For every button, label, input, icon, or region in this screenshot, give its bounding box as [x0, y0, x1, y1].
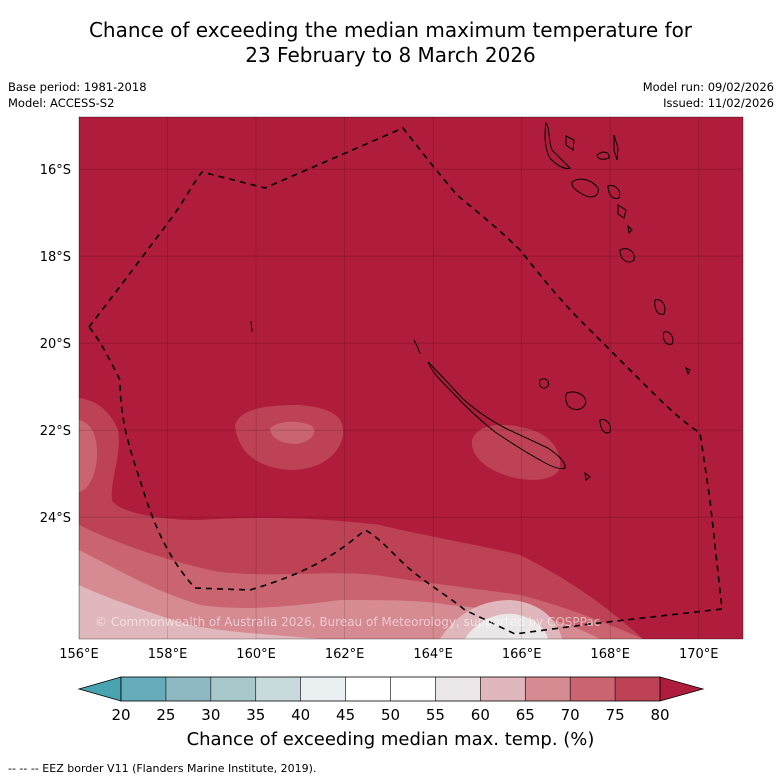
vanuatu-isle-2 [596, 151, 610, 160]
colorbar-tick-label: 60 [471, 706, 490, 724]
colorbar-tick-label: 70 [561, 706, 580, 724]
ouvea [539, 378, 549, 389]
erromango [654, 299, 666, 315]
lon-tick-label: 168°E [590, 647, 630, 662]
malakula [571, 178, 599, 198]
new-caledonia [427, 361, 566, 469]
chart-title: Chance of exceeding the median maximum t… [0, 18, 781, 68]
efate [619, 248, 635, 263]
espiritu-santo [544, 121, 571, 169]
contour-75-nc [471, 424, 561, 480]
epi [617, 204, 627, 219]
colorbar-swatch [165, 677, 211, 701]
colorbar-swatch [525, 677, 571, 701]
lon-tick-label: 160°E [236, 647, 276, 662]
base-period: Base period: 1981-2018 [8, 80, 147, 94]
colorbar-tick-label: 50 [381, 706, 400, 724]
colorbar-under-arrow [77, 676, 122, 702]
model-name: Model: ACCESS-S2 [8, 96, 115, 110]
copyright-notice: © Commonwealth of Australia 2026, Bureau… [95, 615, 600, 629]
shepherd-isles [627, 224, 633, 235]
lifou [565, 391, 587, 410]
lon-tick-label: 170°E [679, 647, 719, 662]
colorbar-swatch [121, 677, 166, 701]
contour-70-west [79, 420, 98, 492]
colorbar-tick-label: 35 [246, 706, 265, 724]
vanuatu-isle-1 [565, 135, 575, 151]
belep-islands [413, 339, 421, 355]
colorbar-label: Chance of exceeding median max. temp. (%… [186, 729, 595, 750]
lat-tick-label: 22°S [40, 424, 71, 439]
colorbar-tick-label: 55 [426, 706, 445, 724]
colorbar-swatch [210, 677, 256, 701]
rennell-isle [250, 320, 253, 333]
lon-tick-label: 166°E [502, 647, 542, 662]
colorbar-swatch [255, 677, 301, 701]
eez-border [87, 127, 723, 635]
contour-60-south [79, 585, 320, 639]
aneityum [685, 367, 691, 376]
colorbar-tick-label: 45 [336, 706, 355, 724]
colorbar-swatch [345, 677, 391, 701]
colorbar-tick-label: 80 [650, 706, 669, 724]
lat-tick-label: 18°S [40, 250, 71, 265]
title-line-1: Chance of exceeding the median maximum t… [88, 18, 693, 42]
map-panel: © Commonwealth of Australia 2026, Bureau… [79, 117, 743, 639]
colorbar-swatch [300, 677, 346, 701]
colorbar-over-arrow [659, 676, 705, 702]
ambrym [607, 185, 621, 199]
lat-tick-label: 24°S [40, 511, 71, 526]
lon-tick-label: 162°E [325, 647, 365, 662]
lon-tick-label: 164°E [413, 647, 453, 662]
contour-55-east [465, 613, 548, 639]
isle-of-pines [584, 471, 591, 481]
colorbar-tick-label: 25 [156, 706, 175, 724]
colorbar-tick-label: 75 [606, 706, 625, 724]
eez-footnote: -- -- -- EEZ border V11 (Flanders Marine… [8, 762, 317, 775]
colorbar-swatch [390, 677, 436, 701]
colorbar-tick-label: 40 [291, 706, 310, 724]
axis-labels: 156°E 158°E 160°E 162°E 164°E 166°E 168°E 170°E… [40, 163, 719, 662]
lon-tick-label: 156°E [59, 647, 99, 662]
lon-tick-label: 158°E [148, 647, 188, 662]
issued-date: Issued: 11/02/2026 [663, 96, 774, 110]
colorbar-tick-label: 30 [201, 706, 220, 724]
map-frame [78, 116, 744, 640]
model-run: Model run: 09/02/2026 [642, 80, 774, 94]
meta-right: Model run: 09/02/2026 Issued: 11/02/2026 [643, 79, 774, 111]
colorbar: 20 25 30 35 40 45 50 55 60 65 70 75 80 [77, 676, 705, 724]
coastlines [250, 121, 691, 481]
meta-left: Base period: 1981-2018 Model: ACCESS-S2 [8, 79, 147, 111]
colorbar-swatch [480, 677, 526, 701]
colorbar-swatch [435, 677, 481, 701]
contour-65-blob [219, 582, 264, 606]
lat-tick-label: 16°S [40, 163, 71, 178]
contour-70-patch [270, 421, 315, 444]
title-line-2: 23 February to 8 March 2026 [245, 43, 536, 67]
colorbar-swatch [570, 677, 616, 701]
pentecost [613, 134, 619, 161]
colorbar-tick-label: 65 [516, 706, 535, 724]
lat-tick-label: 20°S [40, 337, 71, 352]
tanna [663, 331, 674, 345]
colorbar-swatch [615, 677, 660, 701]
mare [599, 419, 611, 434]
colorbar-tick-label: 20 [111, 706, 130, 724]
graticule [79, 117, 743, 639]
